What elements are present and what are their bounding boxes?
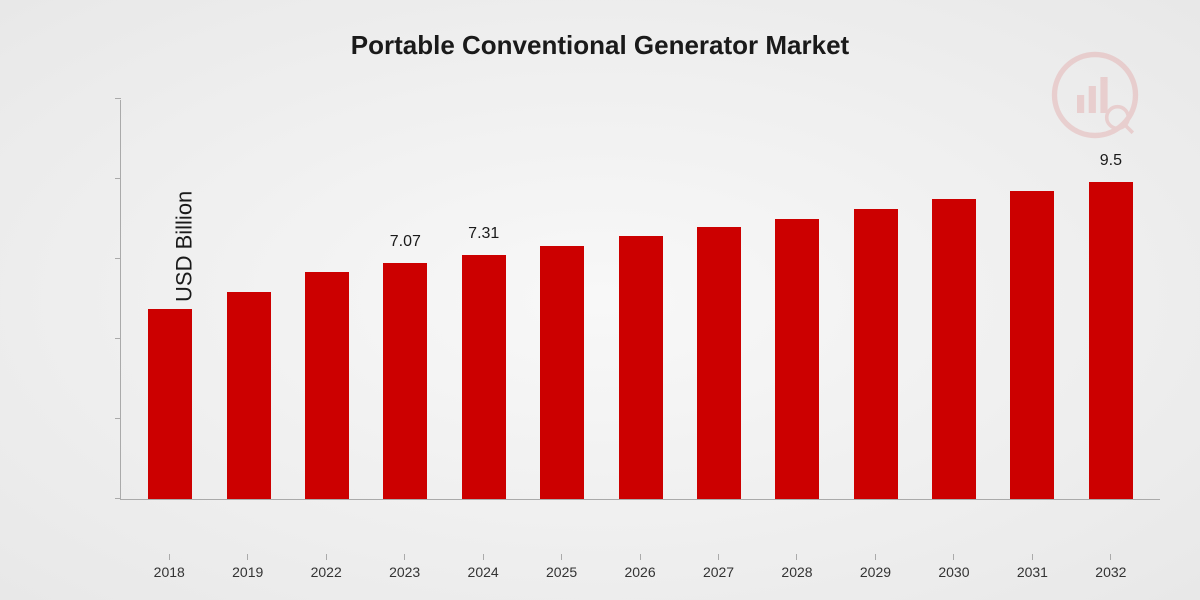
y-tick (115, 498, 121, 499)
bar-wrapper (758, 100, 836, 499)
x-tick-wrapper: 2026 (601, 554, 679, 580)
bar (775, 219, 819, 499)
x-tick (169, 554, 170, 560)
bar (227, 292, 271, 499)
x-axis-label: 2028 (781, 564, 812, 580)
bar (1089, 182, 1133, 499)
bar-value-label: 9.5 (1100, 152, 1122, 170)
x-tick (247, 554, 248, 560)
y-tick (115, 418, 121, 419)
bar (383, 263, 427, 499)
y-tick (115, 338, 121, 339)
x-tick-wrapper: 2027 (679, 554, 757, 580)
x-axis-label: 2029 (860, 564, 891, 580)
x-tick-wrapper: 2024 (444, 554, 522, 580)
bar-wrapper: 7.07 (366, 100, 444, 499)
x-tick-wrapper: 2023 (365, 554, 443, 580)
x-axis-label: 2032 (1095, 564, 1126, 580)
bar-wrapper: 9.5 (1072, 100, 1150, 499)
x-tick-wrapper: 2030 (915, 554, 993, 580)
y-tick (115, 258, 121, 259)
bar-wrapper (837, 100, 915, 499)
x-tick-wrapper: 2018 (130, 554, 208, 580)
x-tick-wrapper: 2019 (208, 554, 286, 580)
bar-wrapper (288, 100, 366, 499)
x-tick (875, 554, 876, 560)
plot-area: 7.07 7.31 9.5 (120, 100, 1160, 500)
chart-container: Market Value in USD Billion 7.077.319.5 … (80, 100, 1160, 550)
bar-wrapper (131, 100, 209, 499)
chart-title: Portable Conventional Generator Market (0, 0, 1200, 71)
x-axis-label: 2026 (624, 564, 655, 580)
x-tick-wrapper: 2028 (758, 554, 836, 580)
bar-wrapper (209, 100, 287, 499)
bar-wrapper: 7.31 (445, 100, 523, 499)
bar-wrapper (993, 100, 1071, 499)
x-tick (483, 554, 484, 560)
bar (932, 199, 976, 499)
bar-wrapper (601, 100, 679, 499)
bar (462, 255, 506, 499)
bar (148, 309, 192, 499)
x-tick (1032, 554, 1033, 560)
x-axis-label: 2030 (938, 564, 969, 580)
bar (540, 246, 584, 499)
x-axis-label: 2031 (1017, 564, 1048, 580)
x-tick (561, 554, 562, 560)
x-tick-wrapper: 2022 (287, 554, 365, 580)
bar-value-label: 7.31 (468, 225, 499, 243)
y-tick (115, 98, 121, 99)
x-tick (796, 554, 797, 560)
x-axis-label: 2023 (389, 564, 420, 580)
x-tick-wrapper: 2031 (993, 554, 1071, 580)
bar-value-label: 7.07 (390, 233, 421, 251)
x-tick-wrapper: 2025 (522, 554, 600, 580)
x-tick (326, 554, 327, 560)
x-axis-label: 2025 (546, 564, 577, 580)
x-axis-label: 2022 (311, 564, 342, 580)
bar (619, 236, 663, 499)
x-axis-label: 2024 (468, 564, 499, 580)
bar-wrapper (680, 100, 758, 499)
bar-wrapper (915, 100, 993, 499)
bar (1010, 191, 1054, 499)
y-tick (115, 178, 121, 179)
x-axis-label: 2019 (232, 564, 263, 580)
bar (854, 209, 898, 499)
x-tick (1110, 554, 1111, 560)
x-tick (640, 554, 641, 560)
x-tick (404, 554, 405, 560)
x-tick-wrapper: 2029 (836, 554, 914, 580)
bar (697, 227, 741, 499)
x-axis-label: 2018 (154, 564, 185, 580)
bar (305, 272, 349, 499)
x-axis-label: 2027 (703, 564, 734, 580)
x-tick-wrapper: 2032 (1072, 554, 1150, 580)
x-tick (718, 554, 719, 560)
x-tick (953, 554, 954, 560)
bar-wrapper (523, 100, 601, 499)
